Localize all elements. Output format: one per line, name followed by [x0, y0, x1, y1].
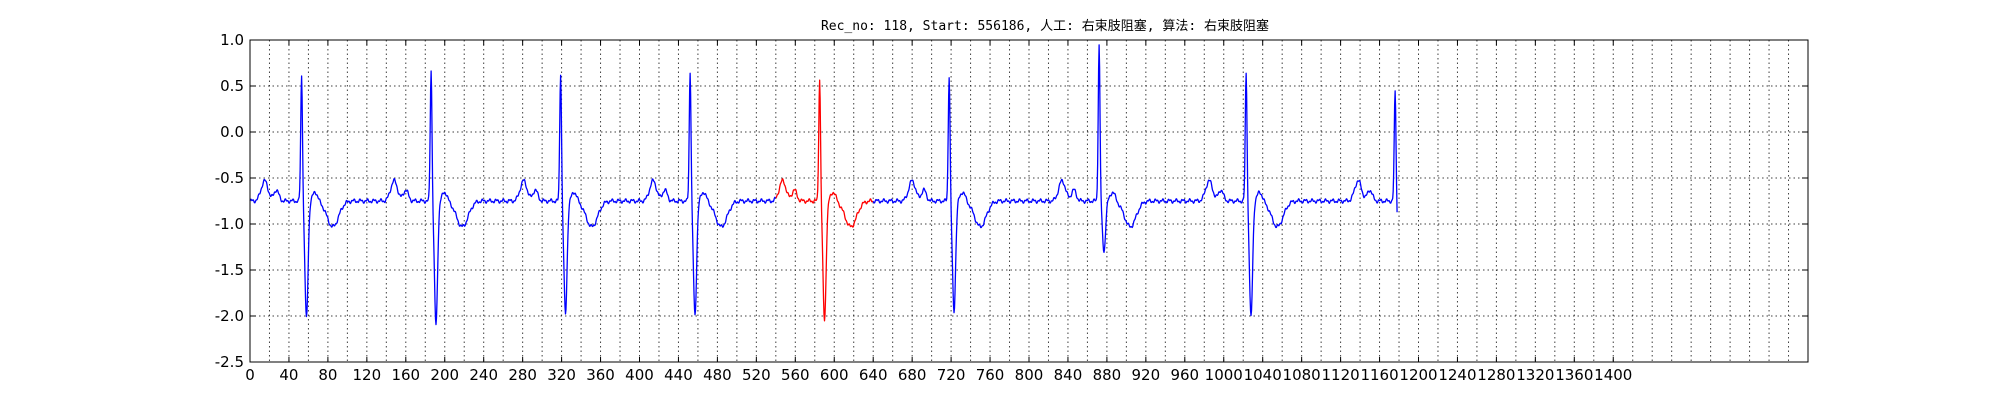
x-tick-label: 1200	[1399, 366, 1437, 384]
ecg-trace	[249, 44, 1398, 326]
x-tick-label: 0	[245, 366, 255, 384]
x-tick-label: 1040	[1244, 366, 1282, 384]
x-tick-label: 1000	[1205, 366, 1243, 384]
x-tick-label: 760	[976, 366, 1005, 384]
x-tick-label: 680	[898, 366, 927, 384]
y-tick-label: -1.5	[215, 261, 244, 279]
x-tick-label: 480	[703, 366, 732, 384]
x-tick-label: 560	[781, 366, 810, 384]
y-tick-label: 0.0	[220, 123, 244, 141]
x-tick-label: 1360	[1555, 366, 1593, 384]
x-tick-label: 440	[664, 366, 693, 384]
x-tick-label: 960	[1170, 366, 1199, 384]
x-tick-label: 920	[1132, 366, 1161, 384]
x-tick-label: 1400	[1594, 366, 1632, 384]
x-tick-label: 160	[391, 366, 420, 384]
x-tick-label: 120	[353, 366, 382, 384]
grid-lines	[250, 40, 1808, 362]
axes: 0 40 80 120 160 200 240 280 320 360 400 440 480 520 56…	[215, 31, 1808, 384]
x-tick-label: 360	[586, 366, 615, 384]
x-tick-label: 200	[430, 366, 459, 384]
x-tick-label: 1320	[1516, 366, 1554, 384]
x-tick-label: 80	[318, 366, 337, 384]
ecg-trace-highlighted-segment	[775, 79, 874, 322]
x-tick-label: 720	[937, 366, 966, 384]
x-tick-label: 640	[859, 366, 888, 384]
x-tick-label: 880	[1093, 366, 1122, 384]
ecg-trace-segment	[872, 44, 1398, 317]
x-tick-label: 1240	[1438, 366, 1476, 384]
x-tick-label: 520	[742, 366, 771, 384]
chart-title: Rec_no: 118, Start: 556186, 人工: 右束肢阻塞, 算…	[821, 18, 1269, 34]
y-tick-label: -2.0	[215, 307, 244, 325]
x-tick-label: 800	[1015, 366, 1044, 384]
x-tick-label: 240	[469, 366, 498, 384]
x-tick-label: 1120	[1322, 366, 1360, 384]
ecg-trace-segment	[249, 70, 777, 326]
x-tick-label: 1280	[1477, 366, 1515, 384]
plot-frame	[249, 39, 1809, 363]
x-tick-label: 320	[547, 366, 576, 384]
x-tick-label: 280	[508, 366, 537, 384]
y-tick-label: -1.0	[215, 215, 244, 233]
x-tick-label: 400	[625, 366, 654, 384]
x-tick-label: 1080	[1283, 366, 1321, 384]
y-tick-label: -0.5	[215, 169, 244, 187]
y-tick-label: -2.5	[215, 353, 244, 371]
x-tick-label: 1160	[1360, 366, 1398, 384]
x-tick-label: 840	[1054, 366, 1083, 384]
y-tick-label: 1.0	[220, 31, 244, 49]
y-tick-label: 0.5	[220, 77, 244, 95]
x-tick-label: 40	[279, 366, 298, 384]
x-tick-label: 600	[820, 366, 849, 384]
